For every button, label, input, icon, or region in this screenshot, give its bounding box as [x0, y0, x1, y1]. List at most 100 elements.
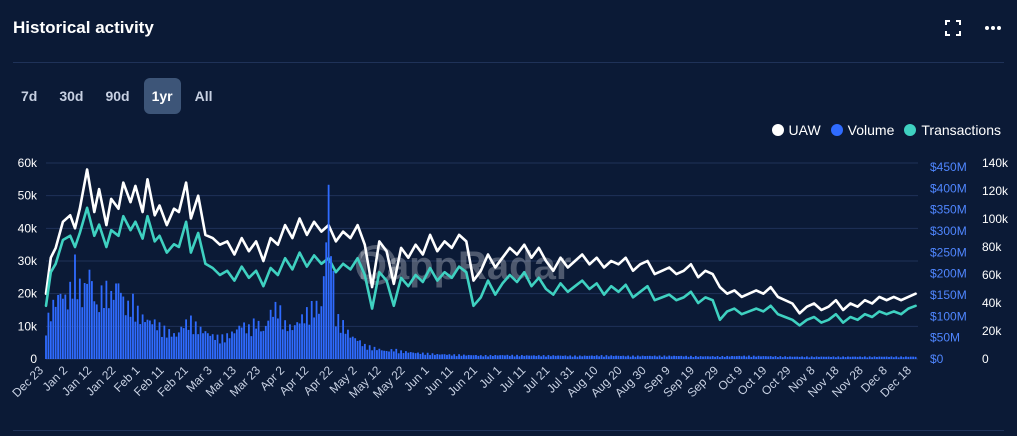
volume-bar	[861, 357, 864, 359]
volume-bar	[276, 318, 279, 359]
volume-bar	[291, 330, 294, 359]
volume-bar	[726, 355, 729, 359]
volume-bar	[429, 355, 431, 359]
volume-bar	[122, 296, 125, 359]
volume-bar	[617, 355, 620, 359]
volume-bar	[692, 357, 695, 359]
volume-bar	[100, 285, 103, 359]
y-tick-label-left: 40k	[18, 221, 38, 235]
volume-bar	[646, 355, 649, 359]
footer-divider	[13, 430, 1004, 431]
volume-bar	[431, 353, 434, 359]
volume-bar	[564, 355, 567, 359]
volume-bar	[52, 299, 55, 359]
volume-bar	[808, 357, 811, 359]
volume-bar	[233, 333, 236, 359]
volume-bar	[487, 356, 489, 359]
y-tick-label-transactions: 20k	[982, 324, 1002, 338]
volume-bar	[325, 242, 328, 359]
volume-bar	[549, 356, 552, 359]
volume-bar	[847, 356, 849, 359]
volume-bar	[436, 354, 439, 359]
volume-bar	[902, 357, 905, 359]
volume-bar	[257, 320, 260, 359]
legend-item-transactions[interactable]: Transactions	[904, 122, 1001, 138]
volume-bar	[240, 327, 243, 359]
volume-bar	[47, 312, 50, 359]
volume-bar	[279, 305, 282, 359]
volume-bar	[627, 355, 630, 359]
volume-bar	[677, 356, 680, 359]
series-line-uaw	[44, 168, 917, 315]
volume-bar	[825, 356, 828, 359]
volume-bar	[339, 332, 342, 359]
legend-item-uaw[interactable]: UAW	[771, 122, 821, 138]
volume-bar	[750, 356, 753, 359]
y-tick-label-left: 0	[30, 352, 37, 366]
volume-bar	[76, 299, 79, 359]
legend-dot-volume	[830, 124, 843, 136]
volume-bar	[286, 331, 289, 359]
volume-bar	[407, 352, 410, 359]
y-tick-label-volume: $400M	[930, 181, 967, 195]
volume-bar	[876, 356, 878, 359]
legend-item-volume[interactable]: Volume	[830, 122, 894, 138]
volume-bar	[199, 326, 202, 359]
volume-bar	[366, 349, 369, 359]
expand-icon[interactable]	[943, 18, 963, 38]
range-1yr-button[interactable]: 1yr	[143, 78, 181, 114]
y-tick-label-volume: $300M	[930, 224, 967, 238]
volume-bar	[786, 356, 789, 359]
volume-bar	[863, 356, 866, 359]
volume-bar	[571, 356, 574, 359]
volume-bar	[134, 321, 137, 359]
volume-bar	[866, 357, 869, 359]
volume-bar	[330, 256, 332, 359]
y-tick-label-left: 30k	[18, 254, 38, 268]
volume-bar	[897, 357, 900, 359]
volume-bar	[673, 355, 675, 359]
volume-bar	[559, 355, 562, 359]
volume-bar	[482, 356, 485, 359]
volume-bar	[740, 356, 743, 359]
volume-bar	[873, 356, 876, 359]
range-7d-button[interactable]: 7d	[21, 88, 38, 104]
volume-bar	[301, 314, 303, 359]
volume-bar	[697, 356, 700, 359]
volume-bar	[511, 354, 514, 359]
volume-bar	[520, 355, 523, 359]
volume-bar	[127, 300, 130, 359]
volume-bar	[827, 356, 830, 359]
volume-bar	[342, 320, 345, 359]
volume-bar	[687, 356, 690, 359]
volume-bar	[767, 356, 770, 359]
volume-bar	[129, 316, 132, 359]
volume-bar	[112, 299, 115, 359]
volume-bar	[629, 356, 632, 359]
volume-bar	[815, 356, 818, 359]
volume-bar	[69, 281, 72, 359]
range-30d-button[interactable]: 30d	[59, 88, 84, 104]
volume-bar	[337, 314, 340, 359]
volume-bar	[219, 343, 221, 359]
volume-bar	[136, 305, 139, 359]
volume-bar	[228, 338, 231, 359]
volume-bar	[223, 342, 226, 359]
range-all-button[interactable]: All	[194, 88, 213, 104]
volume-bar	[363, 343, 366, 359]
volume-bar	[74, 254, 76, 359]
volume-bar	[578, 355, 581, 359]
range-90d-button[interactable]: 90d	[105, 88, 130, 104]
volume-bar	[412, 352, 415, 359]
volume-bar	[351, 336, 354, 359]
volume-bar	[661, 356, 663, 359]
y-tick-label-volume: $250M	[930, 245, 967, 259]
volume-bar	[755, 356, 758, 359]
volume-bar	[774, 356, 777, 359]
volume-bar	[854, 356, 857, 359]
more-horizontal-icon[interactable]	[983, 18, 1003, 38]
volume-bar	[581, 356, 584, 359]
volume-bar	[446, 354, 448, 359]
volume-bar	[165, 337, 168, 359]
chart-legend: UAW Volume Transactions	[771, 122, 1001, 138]
